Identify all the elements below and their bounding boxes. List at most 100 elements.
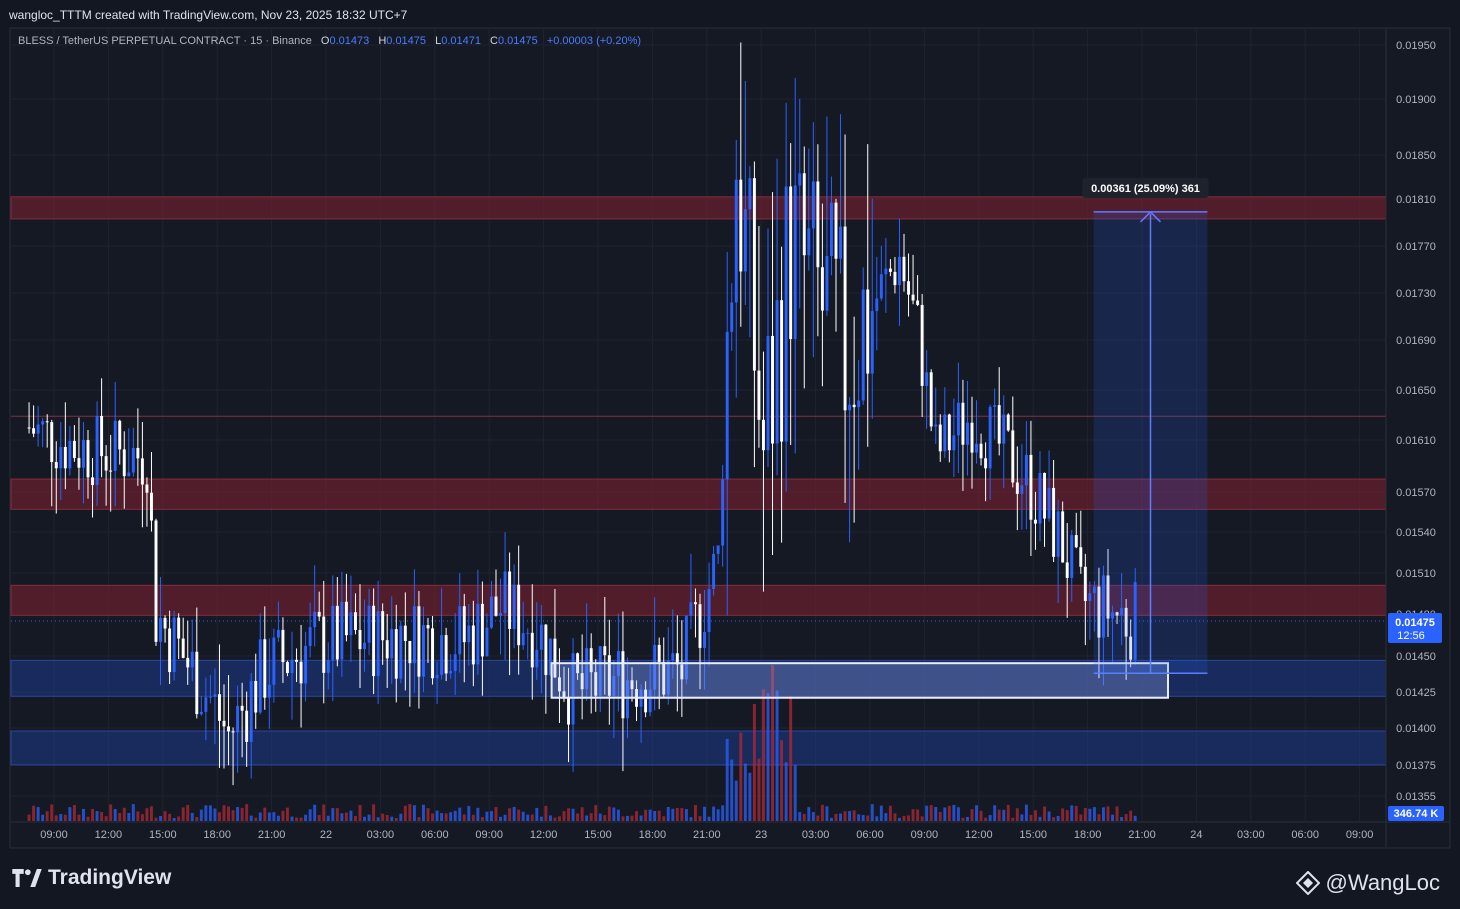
candle-body: [104, 456, 108, 471]
volume-bar: [938, 812, 942, 821]
candle-body: [408, 641, 412, 664]
volume-bar: [177, 816, 181, 821]
candle-body: [485, 627, 489, 657]
volume-bar: [435, 810, 439, 821]
volume-bar: [118, 812, 122, 821]
candle-body: [113, 420, 117, 471]
candle-body: [1120, 607, 1124, 616]
volume-bar: [140, 814, 144, 821]
volume-bar: [503, 814, 507, 821]
candle-body: [508, 571, 512, 629]
candle-body: [453, 654, 457, 672]
candle-body: [440, 635, 444, 675]
candle-body: [934, 424, 938, 427]
candle-body: [607, 655, 611, 696]
candle-body: [875, 298, 879, 312]
volume-bar: [762, 689, 765, 821]
volume-bar: [1047, 811, 1051, 821]
candle-body: [712, 553, 716, 590]
volume-bar: [630, 815, 634, 821]
volume-bar: [390, 816, 394, 821]
candle-body: [186, 657, 190, 668]
candle-body: [322, 616, 326, 673]
time-tick-label: 18:00: [1074, 829, 1102, 841]
price-tick-label: 0.01540: [1396, 527, 1436, 539]
volume-bar: [354, 816, 357, 821]
candle-body: [662, 661, 666, 695]
volume-bar: [684, 809, 688, 821]
candle-body: [535, 649, 539, 668]
high-label: H: [378, 35, 387, 47]
volume-bar: [376, 817, 380, 821]
candle-body: [1111, 612, 1114, 619]
volume-bar: [208, 805, 212, 821]
candle-body: [267, 684, 271, 698]
drawing-overlays[interactable]: 0.00361 (25.09%) 361: [550, 177, 1209, 699]
volume-bar: [544, 805, 548, 821]
volume-bar: [231, 810, 235, 821]
candle-body: [938, 424, 942, 452]
volume-bar: [798, 812, 802, 821]
candle-body: [272, 637, 276, 685]
volume-bar: [286, 807, 289, 821]
candle-body: [91, 477, 94, 486]
candle-body: [1038, 472, 1042, 524]
volume-bar: [535, 807, 539, 821]
candle-body: [276, 629, 280, 638]
candle-body: [249, 680, 253, 742]
candle-body: [716, 545, 720, 554]
candle-body: [118, 420, 122, 450]
candle-body: [839, 226, 842, 259]
volume-bar: [843, 811, 847, 821]
candle-body: [1006, 414, 1010, 431]
volume-bar: [612, 807, 616, 821]
volume-bar: [907, 815, 910, 821]
candle-body: [190, 651, 194, 668]
volume-bar: [857, 814, 861, 821]
price-tick-label: 0.01900: [1396, 94, 1436, 106]
candle-body: [612, 675, 616, 696]
candle-body: [1133, 582, 1137, 660]
candle-body: [888, 268, 892, 272]
time-tick-label: 06:00: [856, 829, 884, 841]
time-tick-label: 12:00: [530, 829, 558, 841]
volume-bar: [1097, 814, 1101, 821]
candle-body: [653, 644, 657, 690]
candle-body: [344, 601, 348, 636]
volume-bar: [816, 815, 820, 821]
volume-bar: [707, 816, 711, 821]
candle-body: [308, 627, 312, 646]
volume-bar: [748, 772, 752, 821]
volume-bar: [1074, 806, 1078, 821]
candle-body: [363, 642, 366, 650]
candle-body: [666, 660, 670, 695]
candle-body: [499, 613, 502, 616]
price-tick-label: 0.01690: [1396, 335, 1436, 347]
volume-bar: [1106, 806, 1110, 821]
time-axis[interactable]: 09:00 12:00 15:00 18:00 21:00 22 03:00 06:00 09:…: [11, 821, 1449, 841]
candle-body: [657, 644, 661, 662]
open-label: O: [320, 35, 330, 47]
candle-body: [548, 638, 552, 676]
volume-bar: [975, 805, 978, 821]
candle-body: [208, 696, 212, 698]
tradingview-logo[interactable]: TradingView: [12, 866, 171, 890]
diamond-icon: [1295, 871, 1320, 895]
volume-bar: [539, 816, 543, 821]
time-tick-label: 12:00: [965, 829, 993, 841]
volume-bar: [1129, 810, 1133, 821]
price-tick-label: 0.01570: [1396, 487, 1436, 499]
volume-bar: [1029, 814, 1033, 821]
candle-body: [1070, 535, 1074, 578]
candle-body: [1056, 511, 1060, 557]
symbol-legend[interactable]: BLESS / TetherUS PERPETUAL CONTRACT · 15…: [18, 35, 641, 47]
volume-bar: [979, 810, 983, 821]
symbol-name[interactable]: BLESS / TetherUS PERPETUAL CONTRACT · 15…: [18, 35, 312, 47]
price-axis[interactable]: 0.01950 0.01900 0.01850 0.01810 0.01770 0.017…: [1385, 29, 1436, 847]
volume-bar: [290, 816, 294, 821]
volume-bar: [680, 808, 684, 821]
volume-bar: [1111, 814, 1114, 821]
volume-bar: [1038, 816, 1042, 821]
volume-bar: [553, 817, 557, 821]
